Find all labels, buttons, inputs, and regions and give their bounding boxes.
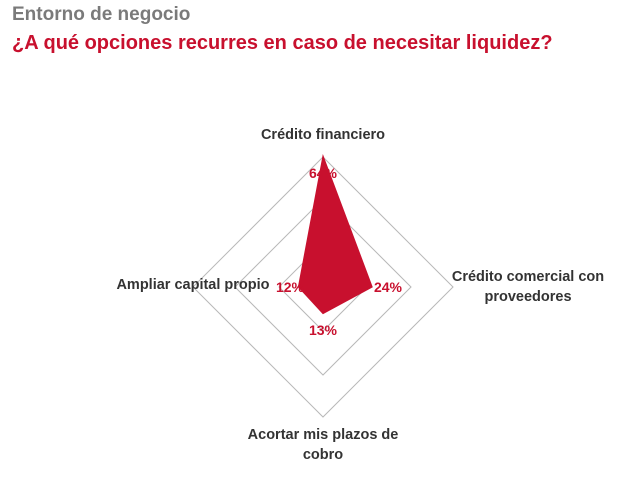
value-label-left: 12% [276, 279, 305, 295]
radar-labels: 64% Crédito financiero 24% Crédito comercia… [116, 127, 604, 463]
value-label-top: 64% [309, 165, 338, 181]
radar-data [297, 153, 373, 315]
value-label-right: 24% [374, 279, 403, 295]
axis-label-bottom: Acortar mis plazos de cobro [248, 427, 399, 463]
grid-diamond-2 [234, 198, 412, 376]
axis-label-top: Crédito financiero [261, 127, 385, 143]
grid-diamond-3 [192, 156, 454, 418]
value-label-bottom: 13% [309, 322, 338, 338]
chart-subtitle: ¿A qué opciones recurres en caso de nece… [12, 32, 553, 54]
axis-label-right: Crédito comercial con proveedores [452, 269, 604, 305]
chart-title: Entorno de negocio [12, 4, 191, 25]
axis-label-left: Ampliar capital propio [116, 277, 269, 293]
